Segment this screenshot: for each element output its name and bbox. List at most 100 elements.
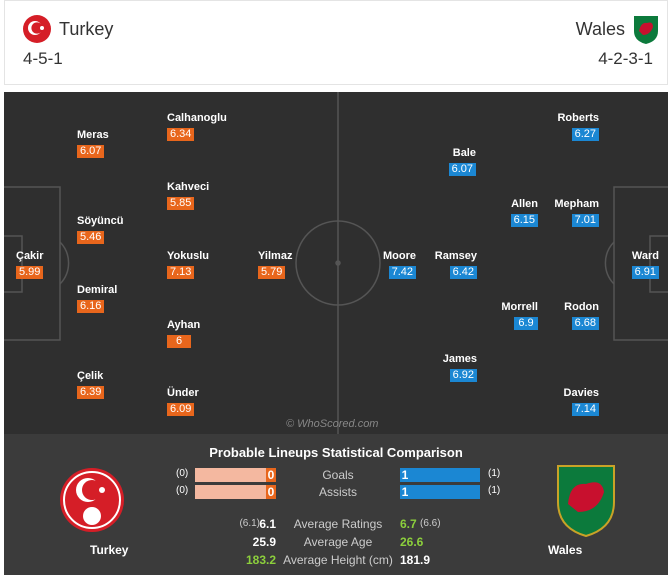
player-rating: 6.39 (77, 386, 105, 399)
player-name: Moore (383, 250, 416, 262)
player: Ünder 6.09 (167, 387, 199, 416)
player-name: Mepham (554, 198, 599, 210)
player: Moore 7.42 (383, 250, 416, 279)
player-rating: 6.16 (77, 300, 105, 313)
home-value: 0 (266, 485, 276, 499)
player: Roberts 6.27 (557, 112, 599, 141)
away-bar (400, 485, 480, 499)
away-stat: 26.6 (400, 535, 424, 549)
player-rating: 6.9 (514, 317, 538, 330)
home-crest (60, 468, 124, 532)
away-previous: (6.6) (420, 518, 441, 529)
home-stat: 25.9 (252, 535, 276, 549)
player-name: Çelik (77, 370, 104, 382)
header: Turkey 4-5-1 Wales 4-2-3-1 (4, 0, 668, 85)
home-stat: 183.2 (245, 553, 276, 567)
home-team: Turkey (59, 19, 114, 39)
player: James 6.92 (443, 353, 477, 382)
player: Meras 6.07 (77, 129, 109, 158)
away-team-label: Wales (548, 543, 583, 557)
player: Söyüncü 5.46 (77, 215, 123, 244)
player-name: Allen (511, 198, 538, 210)
player-name: Çakir (16, 250, 44, 262)
player: Rodon 6.68 (564, 301, 599, 330)
player: Yilmaz 5.79 (258, 250, 292, 279)
player-name: Ayhan (167, 319, 201, 331)
player-rating: 6.15 (510, 214, 538, 227)
stat-label: Average Age (303, 535, 373, 549)
player-name: Roberts (557, 112, 599, 124)
home-team-label: Turkey (90, 543, 129, 557)
watermark: © WhoScored.com (286, 418, 379, 430)
player-name: Meras (77, 129, 109, 141)
player-name: Morrell (501, 301, 538, 313)
away-bar (400, 468, 480, 482)
player-name: Söyüncü (77, 215, 124, 227)
pitch: © WhoScored.com Çakir 5.99 Meras 6.07 Söyünc… (4, 92, 668, 434)
comparison-title: Probable Lineups Statistical Comparison (209, 445, 463, 460)
player-name: Davies (563, 387, 599, 399)
player-name: Yokuslu (167, 250, 209, 262)
player-rating: 6.07 (77, 145, 105, 158)
away-total: (1) (488, 468, 501, 479)
away-formation: 4-2-3-1 (598, 49, 653, 68)
away-value: 1 (401, 468, 409, 482)
player-rating: 7.42 (388, 266, 416, 279)
player-name: Rodon (564, 301, 599, 313)
player-name: Bale (452, 147, 476, 159)
player-name: Demiral (77, 284, 118, 296)
player: Ward 6.91 (631, 250, 659, 279)
player-rating: 6.34 (167, 128, 195, 141)
player-rating: 7.01 (571, 214, 599, 227)
home-value: 0 (266, 468, 276, 482)
stat-label: Goals (322, 468, 354, 482)
player: Davies 7.14 (564, 387, 599, 416)
player-rating: 6.91 (631, 266, 659, 279)
player: Ramsey 6.42 (435, 250, 477, 279)
player: Mepham 7.01 (554, 198, 599, 227)
player: Morrell 6.9 (501, 301, 538, 330)
player-rating: 6.42 (449, 266, 477, 279)
player: Çelik 6.39 (77, 370, 105, 399)
pitch-lines (4, 92, 668, 434)
home-formation: 4-5-1 (23, 49, 63, 68)
player-name: Ünder (167, 387, 199, 399)
away-crest (557, 465, 615, 538)
comparison: Probable Lineups Statistical Comparison … (4, 434, 668, 575)
player-rating: 5.99 (16, 266, 44, 279)
player-rating: 7.14 (571, 403, 599, 416)
player: Calhanoglu 6.34 (167, 112, 227, 141)
away-logo (634, 16, 658, 44)
away-stat: 181.9 (400, 553, 431, 567)
player-rating: 5.79 (258, 266, 286, 279)
player-name: Ward (631, 250, 659, 262)
player: Bale 6.07 (448, 147, 476, 176)
home-bar (195, 485, 276, 499)
player-rating: 5.85 (167, 197, 195, 210)
player-name: Kahveci (167, 181, 210, 193)
away-team: Wales (575, 19, 625, 39)
home-logo (23, 15, 51, 43)
player: Kahveci 5.85 (167, 181, 209, 210)
home-bar (195, 468, 276, 482)
player-name: Calhanoglu (167, 112, 227, 124)
player-rating: 6.68 (571, 317, 599, 330)
stat-label: Average Height (cm) (283, 553, 393, 567)
player-name: James (442, 353, 477, 365)
player-rating: 6.07 (448, 163, 476, 176)
away-value: 1 (401, 485, 409, 499)
player-rating: 7.13 (167, 266, 195, 279)
home-previous: (6.1) (239, 518, 260, 529)
stat-label: Average Ratings (293, 517, 383, 531)
away-stat: 6.7 (400, 517, 417, 531)
player: Ayhan 6 (167, 319, 200, 348)
home-stat: 6.1 (259, 517, 276, 531)
home-total: (0) (176, 485, 189, 496)
player: Çakir 5.99 (16, 250, 44, 279)
player-rating: 5.46 (77, 231, 105, 244)
home-total: (0) (176, 468, 189, 479)
stat-label: Assists (318, 485, 357, 499)
player-rating: 6.92 (449, 369, 477, 382)
player: Yokuslu 7.13 (167, 250, 209, 279)
